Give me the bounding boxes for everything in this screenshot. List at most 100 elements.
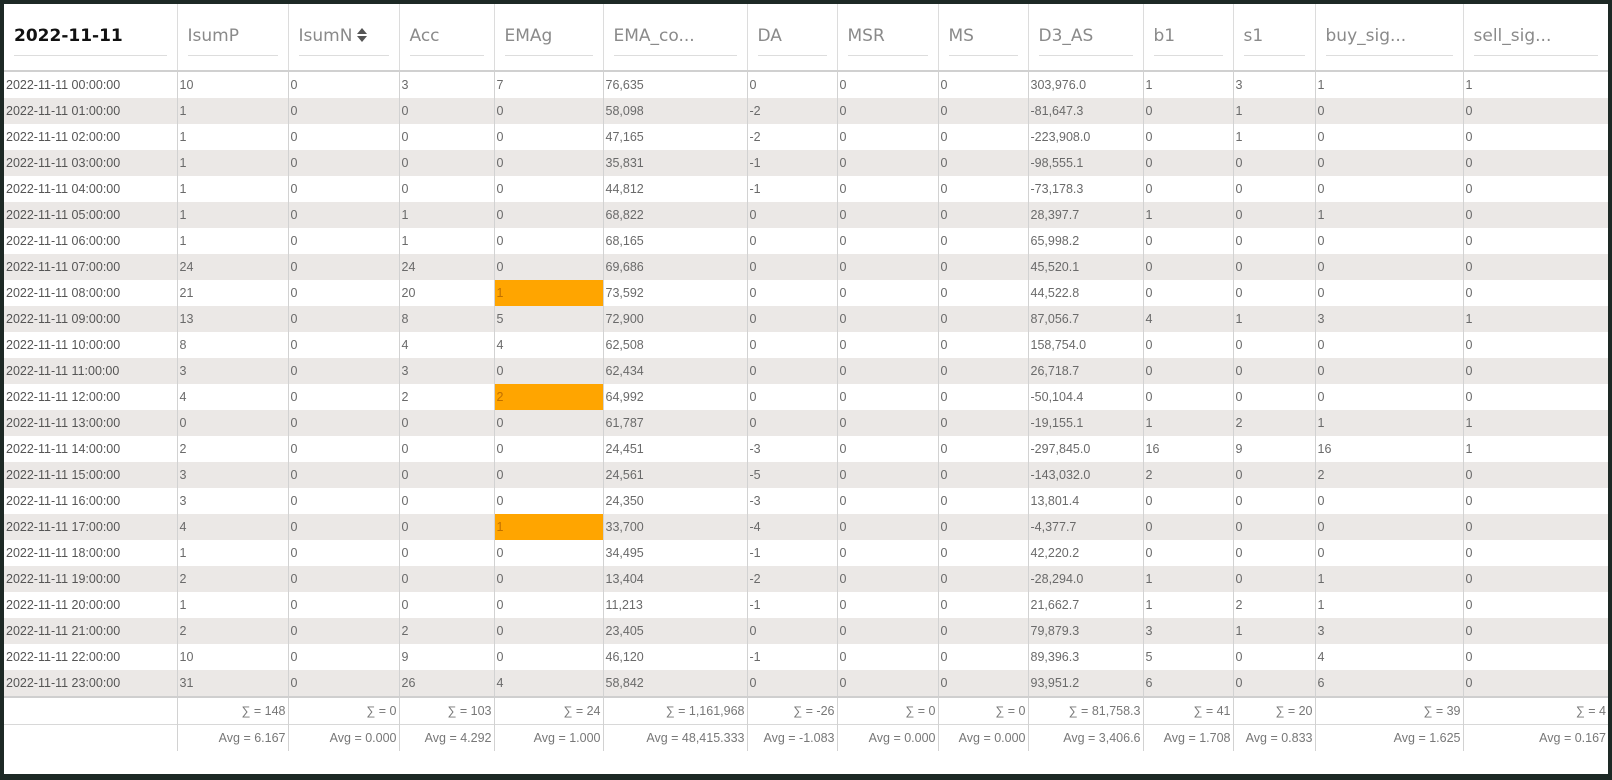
value-cell: 0: [1462, 202, 1608, 228]
column-header[interactable]: MS: [937, 4, 1028, 72]
value-cell: -3: [746, 436, 837, 462]
value-cell: 0: [1232, 332, 1315, 358]
column-header[interactable]: s1: [1232, 4, 1315, 72]
value-cell: 0: [398, 462, 494, 488]
value-cell: 0: [1462, 670, 1608, 697]
value-cell: 0: [398, 592, 494, 618]
value-cell: 20: [398, 280, 494, 306]
column-header[interactable]: EMAg: [493, 4, 603, 72]
value-cell: -28,294.0: [1027, 566, 1143, 592]
column-header-label: MS: [948, 26, 1018, 56]
value-cell: -81,647.3: [1027, 98, 1143, 124]
value-cell: -1: [746, 592, 837, 618]
sum-cell: ∑ = 148: [176, 696, 288, 725]
column-header[interactable]: buy_sig...: [1314, 4, 1463, 72]
value-cell: 69,686: [602, 254, 747, 280]
avg-cell: Avg = 1.625: [1314, 724, 1463, 751]
value-cell: 0: [836, 592, 938, 618]
timestamp-cell: 2022-11-11 20:00:00: [6, 598, 121, 612]
value-cell: 0: [287, 644, 399, 670]
timestamp-cell: 2022-11-11 19:00:00: [4, 566, 177, 592]
value-cell: 0: [937, 410, 1028, 436]
value-cell: 0: [176, 410, 288, 436]
value-cell: 0: [937, 176, 1028, 202]
data-row: 2022-11-11 01:00:00 1 0 0 0 58,098 -2 0 0 -81,647…: [4, 98, 1608, 124]
data-row: 2022-11-11 18:00:00 1 0 0 0 34,495 -1 0 0 42,220.…: [4, 540, 1608, 566]
value-cell: 42,220.2: [1027, 540, 1143, 566]
timestamp-cell: 2022-11-11 16:00:00: [6, 494, 121, 508]
column-header[interactable]: b1: [1142, 4, 1233, 72]
value-cell: 0: [1142, 150, 1233, 176]
value-cell: 1: [398, 202, 494, 228]
value-cell: 0: [1462, 358, 1608, 384]
column-header[interactable]: sell_sig...: [1462, 4, 1608, 72]
value-cell: 24: [398, 254, 494, 280]
value-cell: 1: [176, 176, 288, 202]
value-cell: 65,998.2: [1027, 228, 1143, 254]
value-cell: 0: [1232, 488, 1315, 514]
value-cell: 7: [493, 71, 603, 98]
column-header-label: s1: [1243, 26, 1305, 56]
column-header[interactable]: MSR: [836, 4, 938, 72]
value-cell: 0: [1462, 280, 1608, 306]
value-cell: 0: [493, 618, 603, 644]
value-cell: 0: [937, 670, 1028, 697]
value-cell: 4: [1142, 306, 1233, 332]
value-cell: 158,754.0: [1027, 332, 1143, 358]
value-cell: 0: [836, 332, 938, 358]
value-cell: 0: [287, 436, 399, 462]
sum-row: ∑ = 148 ∑ = 0 ∑ = 103 ∑ = 24 ∑ = 1,161,968 ∑ …: [4, 696, 1608, 725]
timestamp-cell: 2022-11-11 09:00:00: [4, 306, 177, 332]
value-cell: 68,165: [602, 228, 747, 254]
column-header[interactable]: IsumN: [287, 4, 399, 72]
column-header-label: sell_sig...: [1473, 26, 1598, 56]
column-header-label: buy_sig...: [1325, 26, 1453, 56]
value-cell: 0: [746, 280, 837, 306]
value-cell: 0: [836, 514, 938, 540]
column-header[interactable]: IsumP: [176, 4, 288, 72]
sum-cell: ∑ = -26: [746, 696, 837, 725]
timestamp-cell: 2022-11-11 10:00:00: [6, 338, 121, 352]
value-cell: 11,213: [602, 592, 747, 618]
value-cell: 21,662.7: [1027, 592, 1143, 618]
timestamp-cell: 2022-11-11 02:00:00: [6, 130, 121, 144]
value-cell: 9: [1232, 436, 1315, 462]
column-header[interactable]: EMA_co...: [602, 4, 747, 72]
value-cell: 0: [1142, 280, 1233, 306]
column-header[interactable]: D3_AS: [1027, 4, 1143, 72]
data-row: 2022-11-11 09:00:00 13 0 8 5 72,900 0 0 0 87,056.…: [4, 306, 1608, 332]
value-cell: 3: [176, 462, 288, 488]
value-cell: 0: [493, 566, 603, 592]
value-cell: 0: [287, 202, 399, 228]
value-cell: 0: [398, 98, 494, 124]
value-cell: -1: [746, 150, 837, 176]
data-row: 2022-11-11 00:00:00 10 0 3 7 76,635 0 0 0 303,976…: [4, 71, 1608, 98]
value-cell: 0: [836, 228, 938, 254]
data-row: 2022-11-11 04:00:00 1 0 0 0 44,812 -1 0 0 -73,178…: [4, 176, 1608, 202]
avg-cell: Avg = 0.000: [937, 724, 1028, 751]
value-cell: 0: [836, 71, 938, 98]
column-header-label: IsumN: [298, 26, 389, 56]
value-cell: 0: [937, 618, 1028, 644]
timestamp-cell: 2022-11-11 17:00:00: [4, 514, 177, 540]
value-cell: 1: [493, 514, 603, 540]
column-header[interactable]: DA: [746, 4, 837, 72]
column-header[interactable]: Acc: [398, 4, 494, 72]
value-cell: 0: [1462, 176, 1608, 202]
sort-icon[interactable]: [355, 27, 369, 43]
value-cell: 2: [176, 566, 288, 592]
value-cell: 0: [937, 384, 1028, 410]
value-cell: 0: [493, 358, 603, 384]
value-cell: -1: [746, 176, 837, 202]
column-header[interactable]: 2022-11-11: [4, 4, 177, 72]
value-cell: 0: [1314, 176, 1463, 202]
value-cell: -1: [746, 644, 837, 670]
value-cell: 0: [836, 384, 938, 410]
value-cell: -19,155.1: [1027, 410, 1143, 436]
column-header-label: MSR: [847, 26, 928, 56]
value-cell: 0: [287, 488, 399, 514]
value-cell: 0: [493, 176, 603, 202]
value-cell: 1: [1232, 124, 1315, 150]
value-cell: 0: [836, 618, 938, 644]
timestamp-cell: 2022-11-11 08:00:00: [6, 286, 121, 300]
